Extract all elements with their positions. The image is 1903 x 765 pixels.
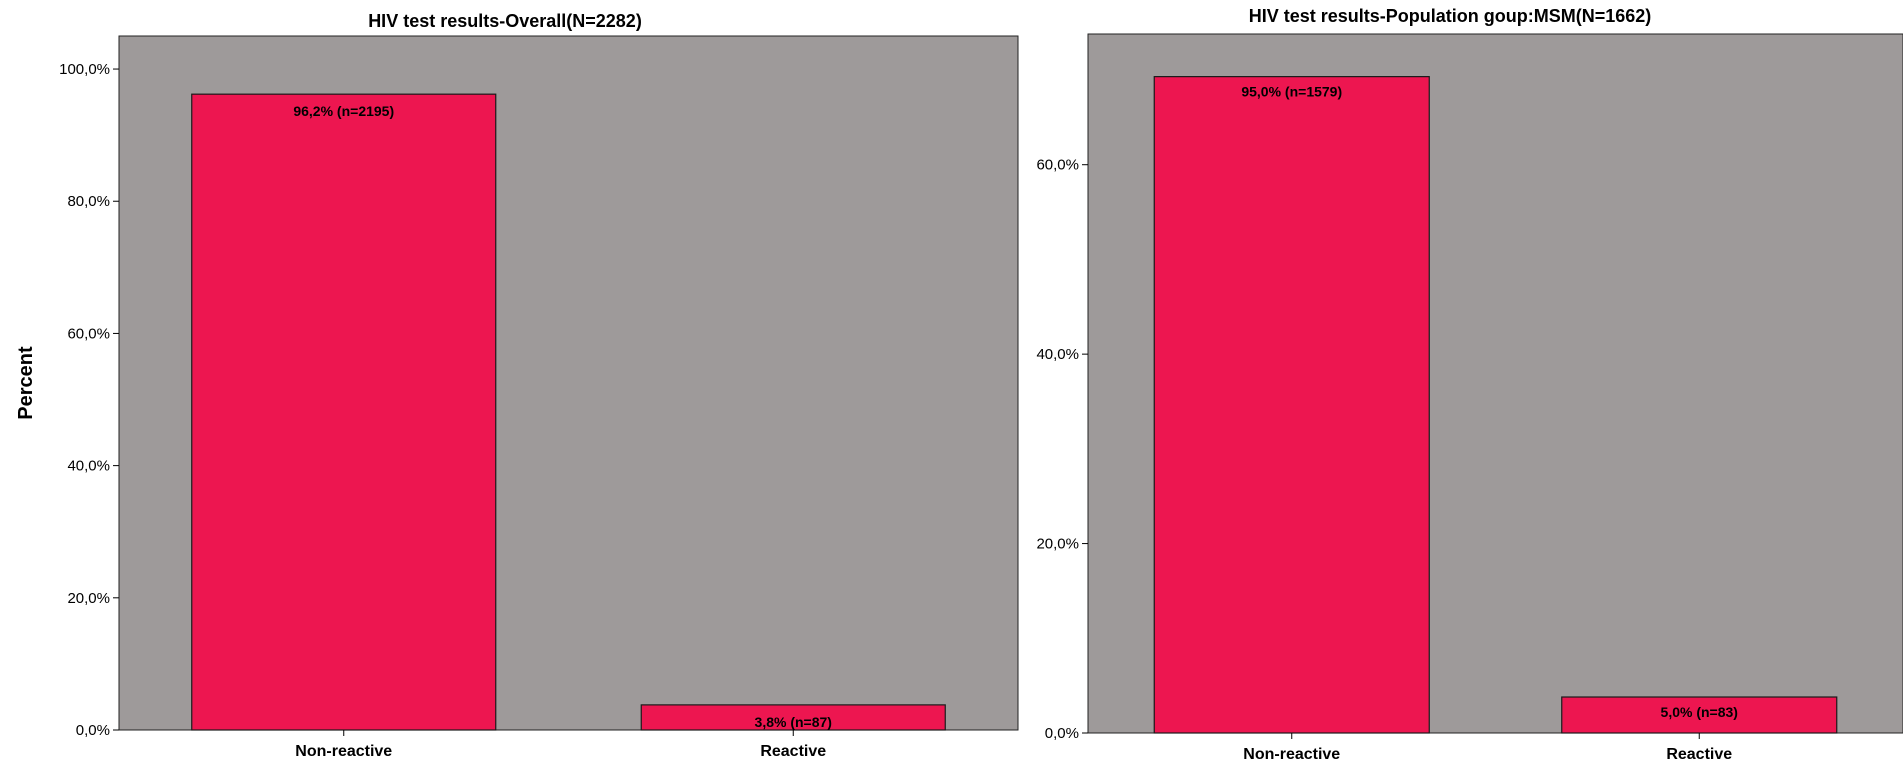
data-label: 3,8% (n=87) — [755, 714, 832, 730]
x-tick-label: Reactive — [1666, 746, 1732, 763]
data-label: 5,0% (n=83) — [1661, 704, 1738, 720]
y-tick-label: 60,0% — [1036, 157, 1079, 174]
bar-reactive — [640, 704, 946, 731]
data-label: 96,2% (n=2195) — [293, 103, 394, 119]
bar-non-reactive — [191, 93, 497, 731]
y-tick-label: 20,0% — [67, 590, 110, 607]
chart-title: HIV test results-Population goup:MSM(N=1… — [1249, 6, 1652, 26]
bar-non-reactive — [1153, 76, 1430, 734]
y-tick-label: 40,0% — [1036, 346, 1079, 363]
bar-reactive — [1561, 696, 1838, 734]
y-tick-label: 0,0% — [76, 722, 110, 739]
y-tick-label: 80,0% — [67, 193, 110, 210]
chart-msm: HIV test results-Population goup:MSM(N=1… — [1036, 6, 1903, 763]
y-tick-label: 20,0% — [1036, 536, 1079, 553]
x-tick-label: Non-reactive — [1243, 746, 1340, 763]
y-tick-label: 0,0% — [1045, 725, 1079, 742]
x-tick-label: Reactive — [760, 743, 826, 760]
x-tick-label: Non-reactive — [295, 743, 392, 760]
data-label: 95,0% (n=1579) — [1241, 84, 1342, 100]
y-tick-label: 40,0% — [67, 458, 110, 475]
y-tick-label: 60,0% — [67, 325, 110, 342]
chart-title: HIV test results-Overall(N=2282) — [368, 11, 642, 31]
y-axis-title: Percent — [15, 346, 37, 420]
y-tick-label: 100,0% — [59, 61, 110, 78]
chart-overall: HIV test results-Overall(N=2282) Percent… — [15, 11, 1019, 760]
